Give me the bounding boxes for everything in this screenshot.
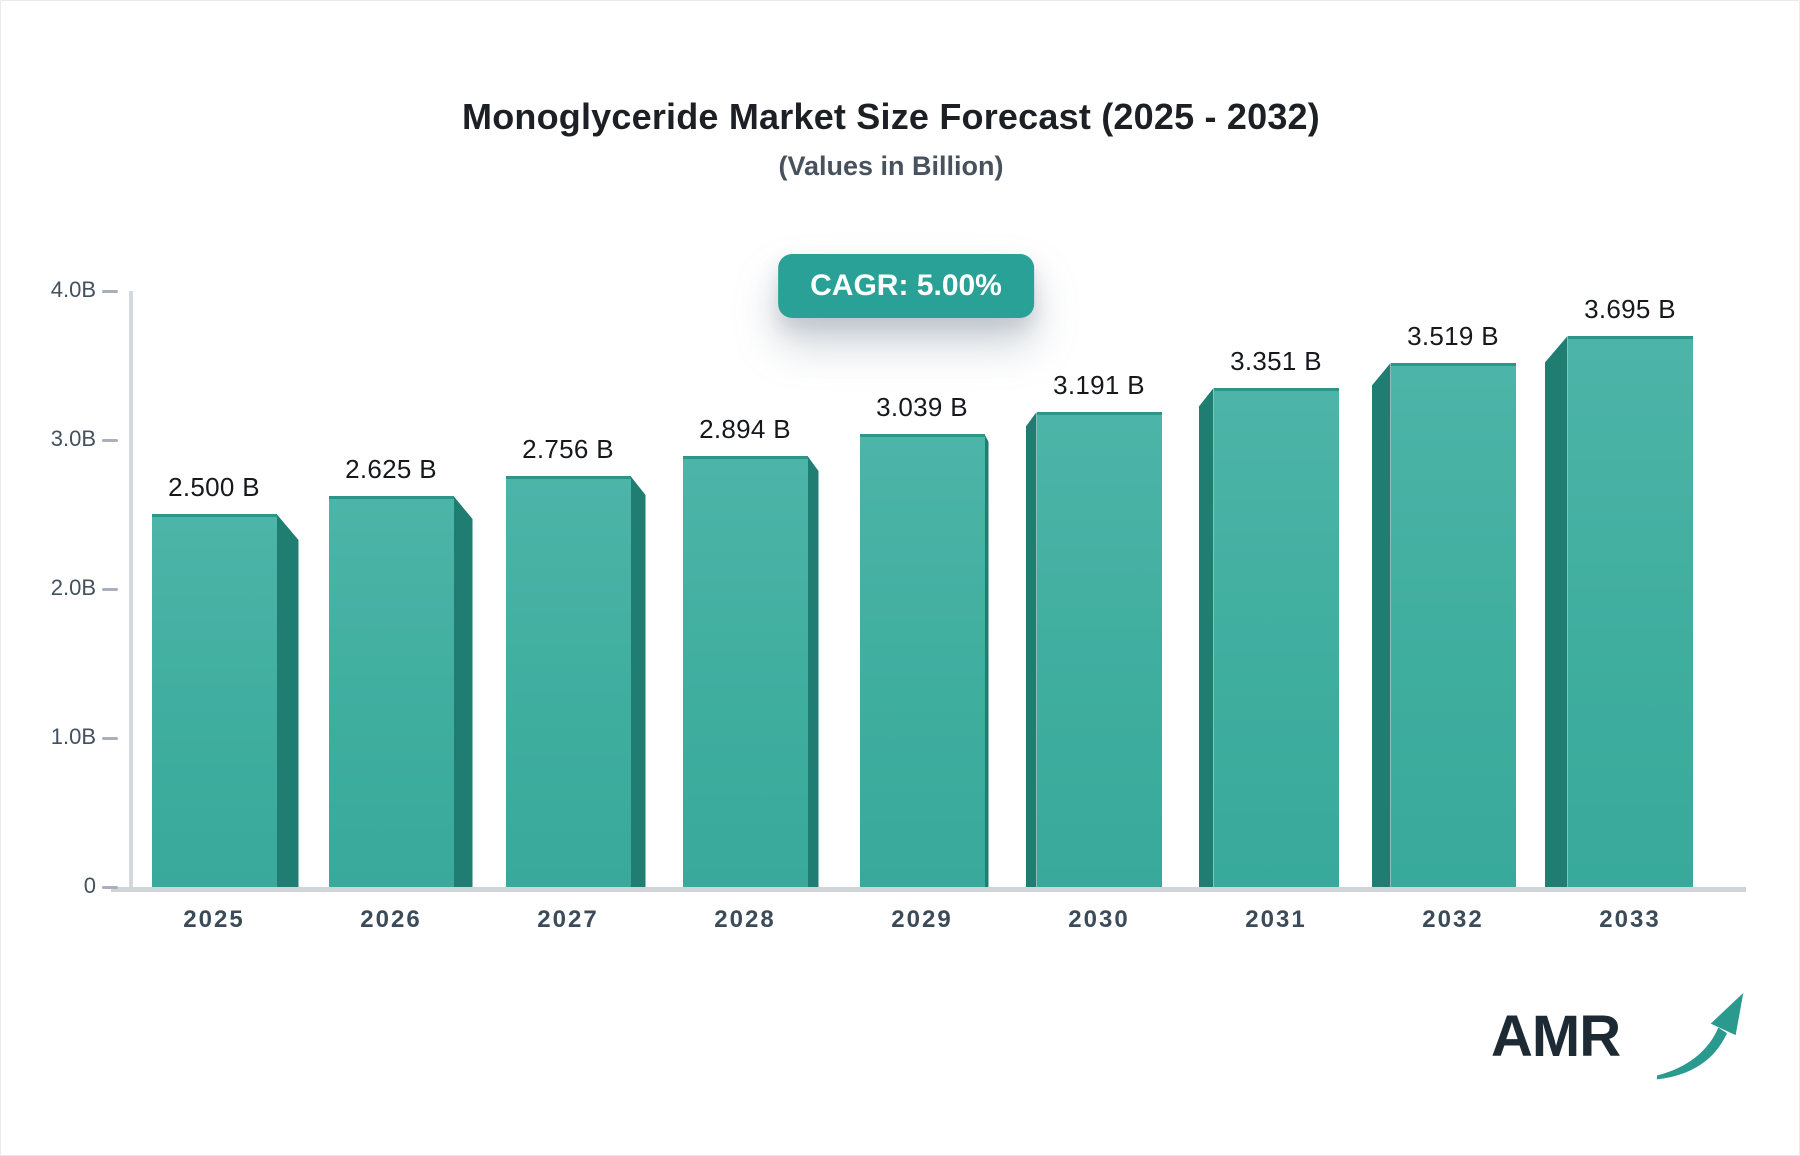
y-tick-dash bbox=[102, 886, 118, 889]
bar-value-label: 3.191 B bbox=[1053, 370, 1145, 400]
bar-3d-side bbox=[276, 514, 299, 887]
y-tick-dash bbox=[102, 737, 118, 740]
x-axis-baseline bbox=[111, 887, 1746, 892]
x-tick-label: 2028 bbox=[714, 906, 776, 933]
bar-value-label: 3.519 B bbox=[1407, 321, 1499, 351]
x-tick-label: 2032 bbox=[1422, 906, 1484, 933]
y-tick-label: 3.0B bbox=[50, 426, 96, 451]
cagr-badge: CAGR: 5.00% bbox=[778, 254, 1034, 318]
bar-3d-side bbox=[1025, 412, 1037, 887]
chart-subtitle: (Values in Billion) bbox=[778, 151, 1004, 181]
x-tick-label: 2029 bbox=[891, 906, 953, 933]
bar bbox=[1213, 388, 1339, 887]
bar bbox=[151, 514, 277, 887]
y-tick-label: 0 bbox=[83, 873, 96, 898]
y-tick-label: 4.0B bbox=[50, 277, 96, 302]
bar-3d-side bbox=[807, 456, 819, 887]
bar-value-label: 2.894 B bbox=[699, 414, 791, 444]
bar-value-label: 2.500 B bbox=[168, 472, 260, 502]
x-tick-label: 2027 bbox=[537, 906, 599, 933]
x-tick-label: 2033 bbox=[1599, 906, 1661, 933]
bar bbox=[328, 496, 454, 887]
bar bbox=[1567, 336, 1693, 887]
bar bbox=[682, 456, 808, 887]
bar-3d-side bbox=[630, 476, 646, 887]
y-tick-dash bbox=[102, 439, 118, 442]
y-tick-label: 2.0B bbox=[50, 575, 96, 600]
x-tick-label: 2025 bbox=[183, 906, 245, 933]
bar-value-label: 3.039 B bbox=[876, 392, 968, 422]
bar bbox=[859, 434, 985, 887]
bar-3d-side bbox=[1371, 363, 1391, 887]
bar bbox=[1390, 363, 1516, 887]
amr-logo-text: AMR bbox=[1491, 1004, 1621, 1069]
x-tick-label: 2026 bbox=[360, 906, 422, 933]
bar-3d-side bbox=[453, 496, 473, 887]
y-tick-dash bbox=[102, 290, 118, 293]
y-tick-label: 1.0B bbox=[50, 724, 96, 749]
growth-arrow-icon bbox=[1656, 992, 1744, 1080]
chart-title: Monoglyceride Market Size Forecast (2025… bbox=[462, 96, 1320, 137]
x-tick-label: 2031 bbox=[1245, 906, 1307, 933]
y-axis-line bbox=[129, 291, 133, 889]
bar bbox=[505, 476, 631, 887]
amr-logo: AMR bbox=[1491, 991, 1751, 1087]
x-tick-label: 2030 bbox=[1068, 906, 1130, 933]
bar-value-label: 2.625 B bbox=[345, 454, 437, 484]
bar bbox=[1036, 412, 1162, 887]
bar-value-label: 2.756 B bbox=[522, 434, 614, 464]
bar-3d-side bbox=[1544, 336, 1568, 887]
bar-3d-side bbox=[1198, 388, 1214, 887]
bar-value-label: 3.695 B bbox=[1584, 294, 1676, 324]
bar-value-label: 3.351 B bbox=[1230, 346, 1322, 376]
y-tick-dash bbox=[102, 588, 118, 591]
bar-3d-side bbox=[984, 434, 989, 887]
